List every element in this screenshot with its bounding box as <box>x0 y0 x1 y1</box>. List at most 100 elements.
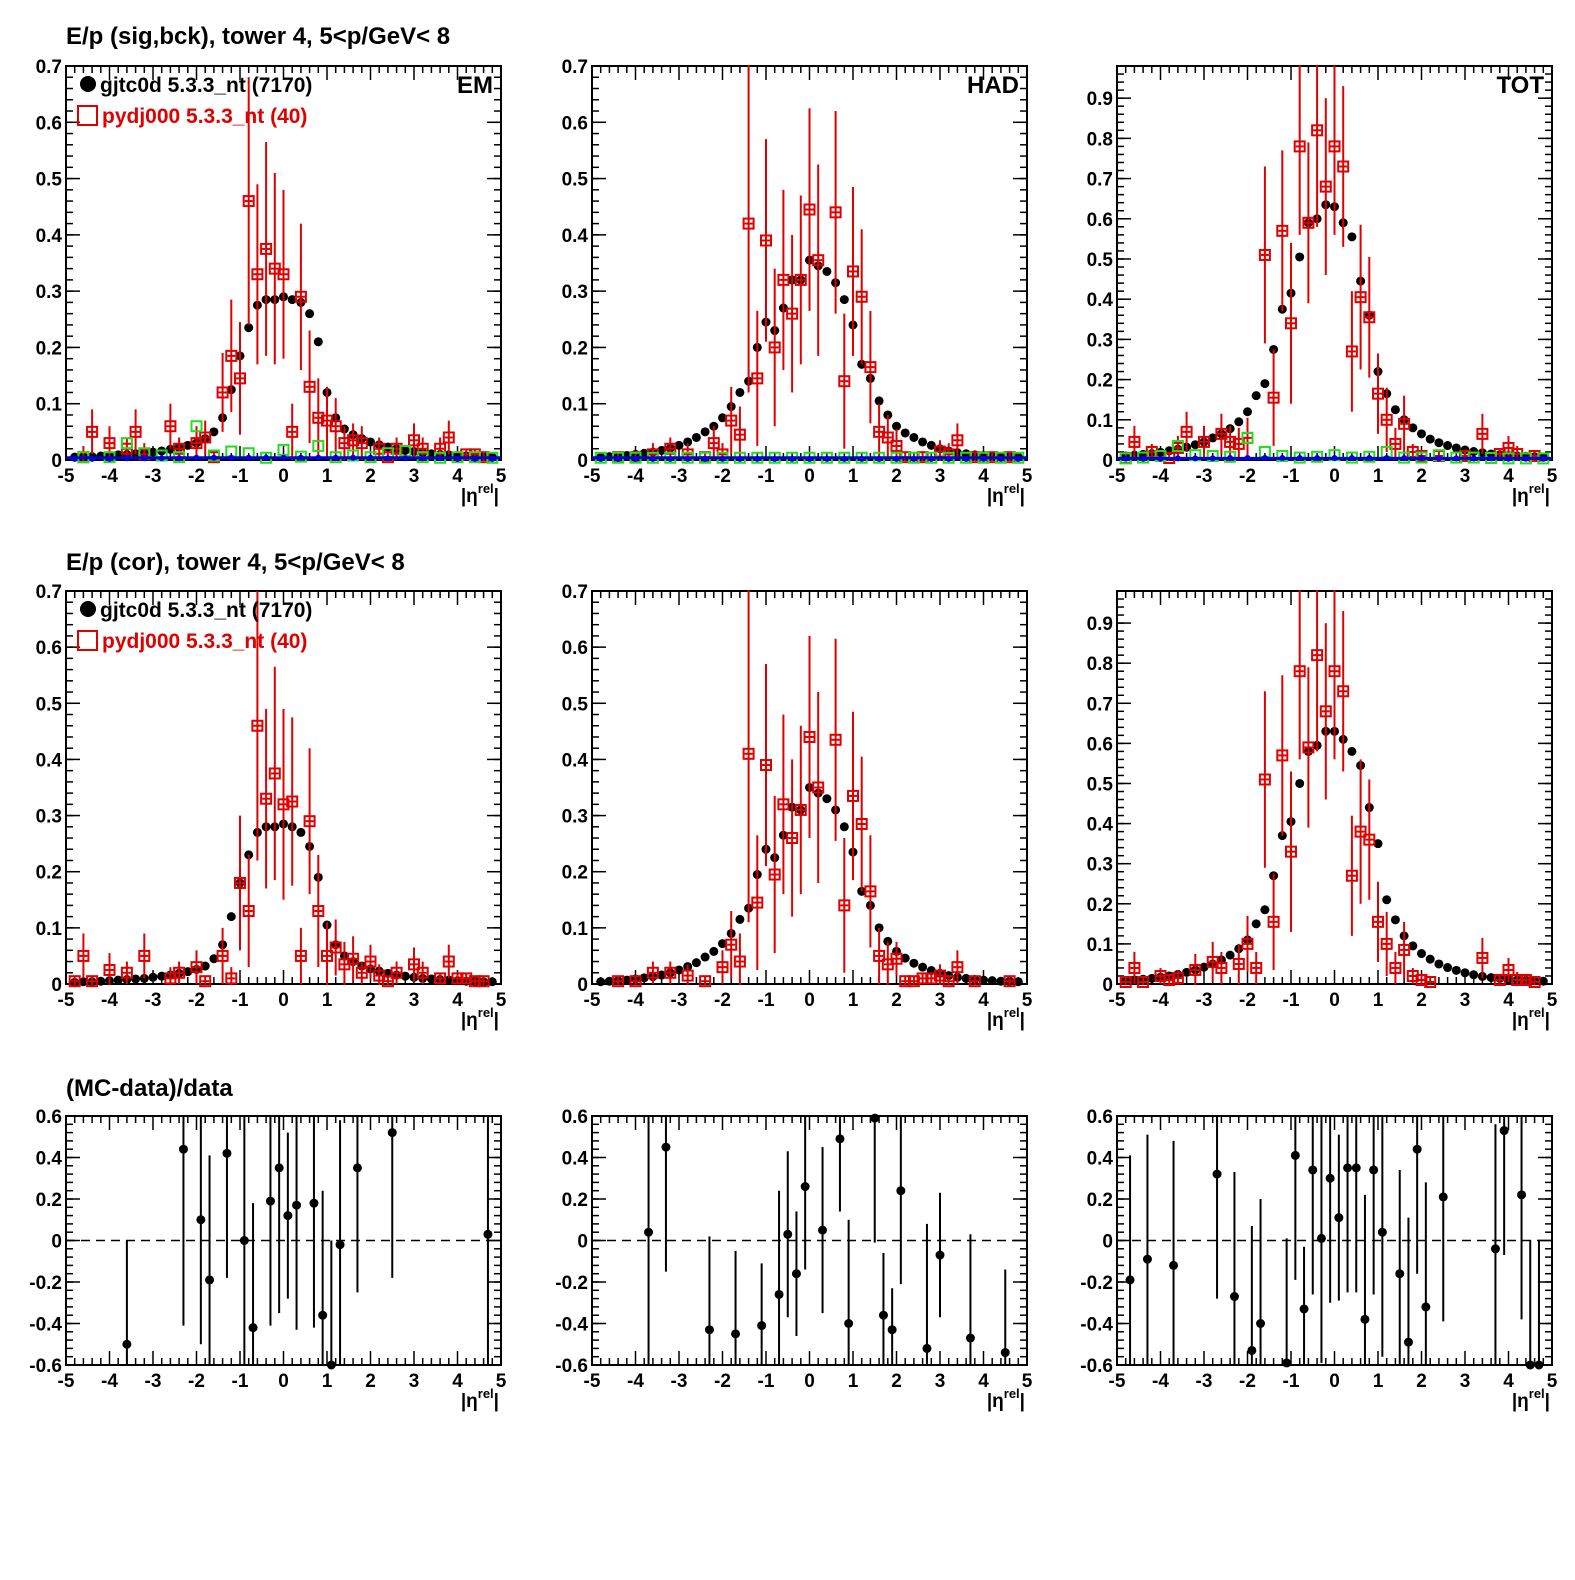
background-mc-point <box>1363 450 1376 463</box>
mc-point <box>1119 975 1132 988</box>
x-tick-label: 1 <box>1373 466 1384 487</box>
mc-point <box>1337 685 1350 698</box>
data-point <box>222 1148 232 1158</box>
mc-point <box>1380 937 1393 950</box>
data-point <box>96 976 106 986</box>
x-axis-label-sup: rel <box>478 481 494 496</box>
x-tick-label: 3 <box>409 466 420 487</box>
x-tick-label: -2 <box>1239 466 1256 487</box>
x-tick-label: -1 <box>232 466 249 487</box>
x-tick-label: 0 <box>1329 1371 1340 1392</box>
y-tick-label: 0.2 <box>36 338 62 359</box>
background-mc-point <box>1241 431 1254 444</box>
y-tick-label: 0.4 <box>562 1149 589 1170</box>
mc-point <box>1459 449 1471 462</box>
mc-point <box>725 938 738 951</box>
mc-point <box>1319 705 1332 718</box>
x-tick-label: -3 <box>671 990 688 1011</box>
mc-point <box>1276 749 1289 762</box>
data-point <box>1403 1337 1413 1347</box>
y-tick-label: 0.7 <box>562 57 588 78</box>
mc-point <box>1311 124 1324 137</box>
x-axis-label-close: | <box>494 1391 499 1412</box>
mc-point <box>303 380 316 393</box>
mc-point <box>234 876 246 889</box>
y-tick-label: 0.4 <box>562 750 589 771</box>
data-point <box>1343 1163 1353 1173</box>
y-tick-label: 0.8 <box>1087 654 1113 675</box>
y-tick-label: 0.5 <box>36 694 63 715</box>
x-tick-label: 3 <box>935 990 946 1011</box>
x-tick-label: -3 <box>1196 990 1213 1011</box>
data-point <box>839 295 849 305</box>
mc-point <box>855 290 868 303</box>
mc-point <box>777 273 790 286</box>
y-tick-label: -0.6 <box>1080 1356 1113 1377</box>
mc-point <box>129 425 142 438</box>
data-point <box>1347 232 1357 242</box>
mc-point <box>1380 413 1393 426</box>
data-point <box>892 421 901 431</box>
mc-point <box>1206 955 1219 968</box>
mc-point <box>1003 975 1016 988</box>
data-point <box>1125 1275 1135 1285</box>
mc-point <box>1232 437 1245 450</box>
mc-point <box>1311 649 1324 662</box>
y-tick-label: 0.6 <box>562 638 588 659</box>
x-tick-label: 3 <box>409 990 420 1011</box>
x-tick-label: 1 <box>322 1371 333 1392</box>
data-point <box>700 952 710 962</box>
data-point <box>1234 417 1244 427</box>
y-tick-label: -0.4 <box>555 1315 588 1336</box>
data-point <box>870 1113 880 1123</box>
mc-point <box>855 817 868 830</box>
y-tick-label: 0.6 <box>36 113 62 134</box>
mc-point <box>1389 961 1402 974</box>
y-tick-label: 0.5 <box>562 170 589 191</box>
data-point <box>1390 915 1400 925</box>
legend-data-label: gjtc0d 5.3.3_nt (7170) <box>100 599 312 622</box>
data-point <box>1377 1227 1387 1237</box>
mc-point <box>1232 957 1245 970</box>
x-axis-label-base: |η <box>987 486 1004 507</box>
mc-point <box>347 434 360 447</box>
y-tick-label: 0 <box>1102 975 1113 996</box>
mc-point <box>355 966 368 979</box>
mc-point <box>1415 973 1428 986</box>
data-point <box>731 1329 741 1339</box>
data-point <box>1251 919 1261 929</box>
mc-point <box>1293 140 1306 153</box>
x-tick-label: -2 <box>714 466 731 487</box>
data-point <box>1316 1233 1326 1243</box>
mc-point <box>381 975 394 988</box>
data-point <box>1147 973 1157 983</box>
x-axis-label-sup: rel <box>478 1386 494 1401</box>
data-point <box>674 440 684 450</box>
panel-r1-c1: -5 -4 -3 -2 -1 0 1 2 3 4 5|ηrel|00.10.20.30.40.50.… <box>562 582 1033 1031</box>
mc-point <box>803 730 816 743</box>
x-tick-label: -5 <box>584 1371 601 1392</box>
x-tick-label: 2 <box>891 466 902 487</box>
mc-point <box>1398 943 1411 956</box>
y-tick-label: 0.7 <box>36 582 62 603</box>
x-tick-label: 2 <box>365 1371 376 1392</box>
mc-point <box>294 290 307 303</box>
mc-point <box>742 747 755 760</box>
legend-mc-label: pydj000 5.3.3_nt (40) <box>102 630 307 653</box>
mc-point <box>260 242 273 255</box>
data-point <box>426 974 436 984</box>
mc-point <box>277 268 290 281</box>
data-point <box>387 1128 397 1138</box>
x-tick-label: -1 <box>758 990 775 1011</box>
data-point <box>1490 1244 1500 1254</box>
x-tick-label: -2 <box>188 990 205 1011</box>
data-point <box>1334 1213 1344 1223</box>
mc-point <box>390 966 403 979</box>
x-axis-label-base: |η <box>987 1391 1004 1412</box>
mc-point <box>664 966 677 979</box>
x-tick-label: -4 <box>1152 990 1169 1011</box>
data-point <box>774 1289 784 1299</box>
mc-point <box>1180 425 1193 438</box>
y-tick-label: 0 <box>51 1232 62 1253</box>
data-point <box>148 972 158 982</box>
